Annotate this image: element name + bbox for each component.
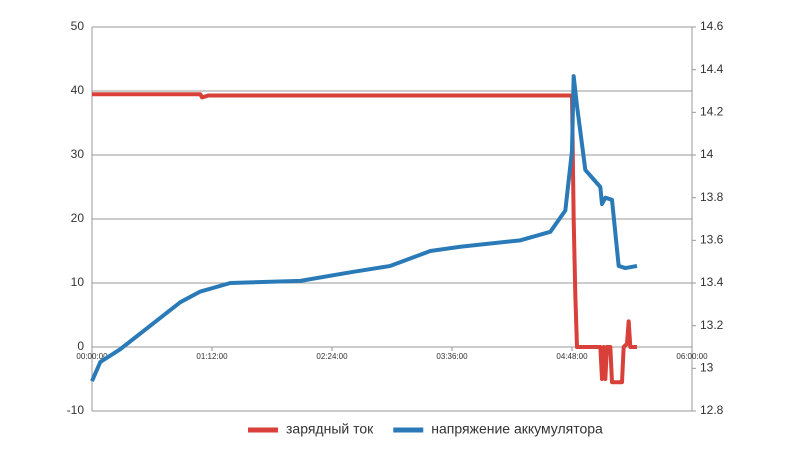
legend-label: зарядный ток bbox=[286, 421, 374, 437]
y2-tick-label: 14.2 bbox=[700, 105, 724, 119]
y-tick-label: 20 bbox=[71, 211, 85, 225]
x-tick-label: 04:48:00 bbox=[556, 352, 588, 361]
x-tick-label: 03:36:00 bbox=[436, 352, 468, 361]
y2-tick-label: 13 bbox=[700, 361, 714, 375]
x-tick-label: 00:00:00 bbox=[76, 352, 108, 361]
y-tick-label: 10 bbox=[71, 275, 85, 289]
x-tick-label: 02:24:00 bbox=[316, 352, 348, 361]
y-tick-label: 40 bbox=[71, 83, 85, 97]
series-line bbox=[92, 92, 637, 385]
legend-label: напряжение аккумулятора bbox=[431, 421, 603, 437]
y2-tick-label: 12.8 bbox=[700, 403, 724, 417]
y2-tick-label: 13.2 bbox=[700, 318, 724, 332]
y-tick-label: -10 bbox=[67, 403, 85, 417]
y2-tick-label: 13.4 bbox=[700, 275, 724, 289]
y2-tick-label: 14 bbox=[700, 147, 714, 161]
x-tick-label: 06:00:00 bbox=[676, 352, 708, 361]
y2-tick-label: 14.4 bbox=[700, 62, 724, 76]
y2-tick-label: 13.8 bbox=[700, 190, 724, 204]
y-tick-label: 0 bbox=[77, 339, 84, 353]
y-tick-label: 30 bbox=[71, 147, 85, 161]
y-tick-label: 50 bbox=[71, 19, 85, 33]
x-tick-label: 01:12:00 bbox=[196, 352, 228, 361]
y2-tick-label: 14.6 bbox=[700, 19, 724, 33]
y2-tick-label: 13.6 bbox=[700, 233, 724, 247]
series-line bbox=[90, 74, 638, 382]
